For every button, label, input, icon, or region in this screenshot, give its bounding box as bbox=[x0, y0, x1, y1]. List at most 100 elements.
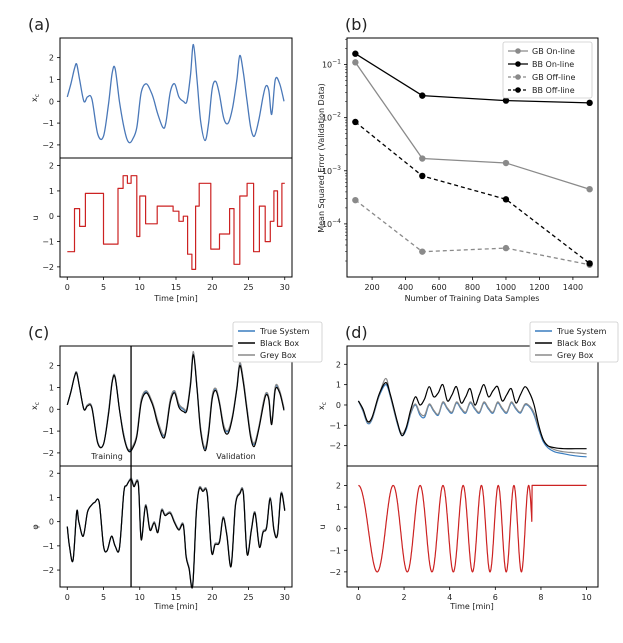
a-bot-xtick-label: 25 bbox=[243, 283, 253, 292]
c-bot-xtick-label: 5 bbox=[101, 593, 106, 602]
b-series-point bbox=[502, 159, 510, 167]
d-legend-box bbox=[529, 321, 619, 363]
b-ytick-exponent: −1 bbox=[332, 59, 341, 66]
a-xlabel: Time [min] bbox=[153, 294, 197, 303]
b-legend-label: GB Off-line bbox=[532, 73, 575, 82]
a-top-ytick-label: 1 bbox=[49, 75, 54, 84]
a-xc-series-line bbox=[66, 43, 285, 144]
b-ytick-label: 10−4 bbox=[322, 218, 341, 229]
d-top-line-1 bbox=[357, 381, 587, 450]
d-bot-ytick-label: 0 bbox=[336, 525, 341, 534]
d-bot-frame bbox=[346, 465, 599, 588]
c-bot-line-1 bbox=[66, 478, 286, 589]
b-xtick-label: 600 bbox=[431, 283, 446, 292]
d-top-ytick-label: 1 bbox=[336, 381, 341, 390]
c-bot-ytick-label: −1 bbox=[42, 542, 54, 551]
c-legend-box bbox=[232, 321, 323, 363]
b-series-point bbox=[586, 99, 593, 107]
a-bot-ytick-label: 1 bbox=[49, 187, 54, 196]
b-legend-marker bbox=[515, 61, 521, 67]
a-bot-xtick-label: 20 bbox=[207, 283, 217, 292]
ylabel-subscript: c bbox=[34, 94, 41, 97]
panel-label-c: (c) bbox=[28, 323, 49, 342]
b-legend-label: GB On-line bbox=[532, 47, 575, 56]
d-legend-label: Grey Box bbox=[557, 351, 594, 360]
c-legend-label: True System bbox=[259, 327, 310, 336]
c-top-ytick-label: −1 bbox=[42, 427, 54, 436]
b-xtick-label: 800 bbox=[465, 283, 480, 292]
d-top-ytick-label: 2 bbox=[336, 360, 341, 369]
d-bot-xtick-label: 4 bbox=[447, 593, 452, 602]
d-top-ylabel: xc bbox=[317, 402, 328, 410]
a-bot-xtick-label: 0 bbox=[65, 283, 70, 292]
b-ytick-exponent: −3 bbox=[332, 165, 341, 172]
d-legend-label: True System bbox=[556, 327, 607, 336]
b-ytick-label: 10−2 bbox=[322, 112, 341, 123]
c-top-ytick-label: 2 bbox=[49, 362, 54, 371]
a-bot-frame bbox=[59, 157, 293, 278]
a-u-step-line bbox=[67, 175, 285, 270]
c-bot-xtick-label: 15 bbox=[171, 593, 181, 602]
d-bot-xtick-label: 10 bbox=[581, 593, 591, 602]
d-bot-xtick-label: 2 bbox=[401, 593, 406, 602]
c-top-ylabel: xc bbox=[30, 402, 41, 410]
a-bot-ytick-label: 2 bbox=[49, 162, 54, 171]
d-legend-label: Black Box bbox=[557, 339, 596, 348]
c-annotation-training: Training bbox=[90, 452, 123, 461]
b-legend-marker bbox=[515, 87, 521, 93]
c-bot-xtick-label: 25 bbox=[243, 593, 253, 602]
d-bot-xtick-label: 6 bbox=[493, 593, 498, 602]
c-top-ytick-label: 1 bbox=[49, 383, 54, 392]
d-u-chirp-line bbox=[358, 484, 588, 573]
b-series-point bbox=[419, 92, 426, 99]
b-legend-marker bbox=[515, 48, 521, 54]
b-series-point bbox=[419, 155, 426, 162]
d-top-line-2 bbox=[357, 377, 587, 455]
b-ytick-exponent: −2 bbox=[332, 112, 341, 119]
c-top-line-1 bbox=[66, 354, 285, 453]
b-series-point bbox=[502, 244, 510, 252]
a-bot-ylabel: u bbox=[31, 215, 40, 220]
b-ylabel: Mean Squared Error (Validation Data) bbox=[317, 83, 326, 233]
a-top-frame bbox=[59, 37, 293, 159]
b-series-line-2 bbox=[355, 199, 590, 266]
b-ytick-exponent: −4 bbox=[332, 218, 341, 225]
b-xtick-label: 400 bbox=[398, 283, 413, 292]
a-bot-ytick-label: 0 bbox=[49, 212, 54, 221]
b-series-point bbox=[352, 118, 359, 126]
b-series-point bbox=[352, 196, 359, 204]
d-bot-ytick-label: 1 bbox=[336, 503, 341, 512]
b-xtick-label: 1400 bbox=[563, 283, 583, 292]
a-bot-xtick-label: 15 bbox=[171, 283, 181, 292]
d-bot-ytick-label: −2 bbox=[329, 568, 341, 577]
b-series-point bbox=[419, 172, 426, 180]
b-series-point bbox=[586, 260, 593, 267]
b-legend-label: BB Off-line bbox=[532, 86, 575, 95]
c-bot-xtick-label: 20 bbox=[207, 593, 217, 602]
c-legend-label: Grey Box bbox=[260, 351, 297, 360]
a-bot-xtick-label: 10 bbox=[135, 283, 145, 292]
b-series-line-1 bbox=[355, 53, 590, 104]
a-top-ytick-label: −1 bbox=[42, 119, 54, 128]
b-series-line-0 bbox=[354, 62, 590, 190]
c-xlabel: Time [min] bbox=[153, 602, 197, 611]
c-annotation-validation: Validation bbox=[216, 452, 256, 461]
b-xtick-label: 200 bbox=[364, 283, 379, 292]
b-series-point bbox=[419, 248, 426, 255]
b-frame bbox=[346, 37, 599, 278]
c-bot-ytick-label: 1 bbox=[49, 493, 54, 502]
d-top-ytick-label: −2 bbox=[329, 442, 341, 451]
a-top-ytick-label: 0 bbox=[49, 97, 54, 106]
c-bot-line-2 bbox=[66, 477, 286, 588]
panel-label-a: (a) bbox=[28, 15, 50, 34]
c-bot-xtick-label: 30 bbox=[280, 593, 290, 602]
a-top-ylabel: xc bbox=[30, 94, 41, 102]
d-bot-ylabel: u bbox=[318, 524, 327, 529]
ylabel-subscript: c bbox=[321, 402, 328, 405]
b-xtick-label: 1000 bbox=[496, 283, 516, 292]
d-bot-xtick-label: 0 bbox=[356, 593, 361, 602]
ylabel-subscript: c bbox=[34, 402, 41, 405]
d-xlabel: Time [min] bbox=[449, 602, 493, 611]
